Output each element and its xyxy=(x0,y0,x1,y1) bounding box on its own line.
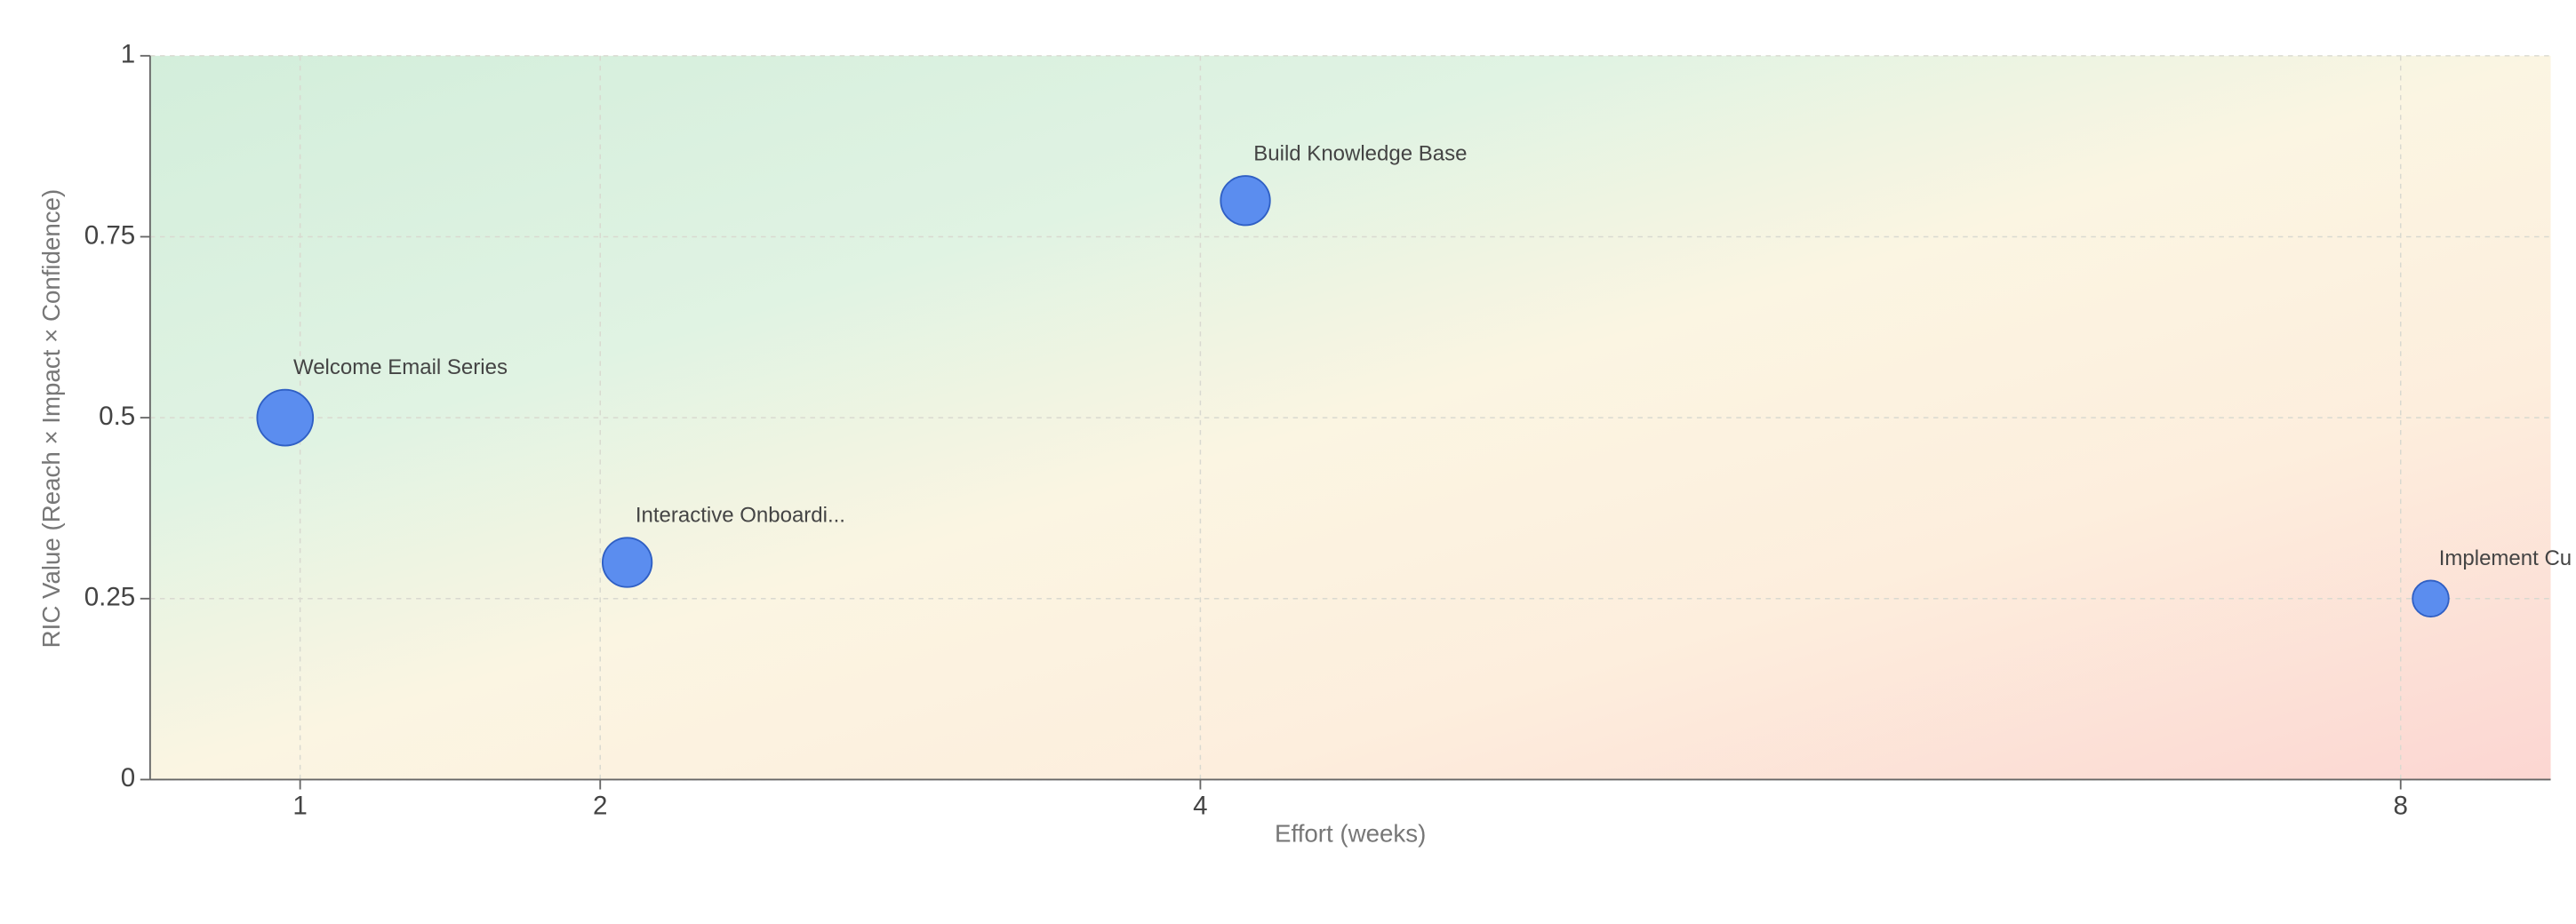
x-tick-label: 4 xyxy=(1193,792,1207,821)
marks: Welcome Email Series Interactive Onboardi… xyxy=(256,141,2572,618)
y-tick-label: 0.5 xyxy=(99,402,135,431)
bubble xyxy=(601,537,653,588)
point-label: Interactive Onboardi... xyxy=(636,504,845,528)
point-label: Welcome Email Series xyxy=(293,355,508,379)
x-tick-label: 8 xyxy=(2394,792,2408,821)
y-axis-title: RIC Value (Reach × Impact × Confidence) xyxy=(37,189,65,649)
y-tick-label: 1 xyxy=(121,40,135,69)
bubble xyxy=(2412,579,2450,618)
bubble xyxy=(1220,175,1271,227)
axes: 0 0.25 0.5 0.75 1 1 2 4 8 xyxy=(84,40,2551,821)
y-tick-label: 0.75 xyxy=(84,220,136,250)
bubble xyxy=(256,388,315,447)
y-tick-label: 0 xyxy=(121,763,135,793)
y-tick-label: 0.25 xyxy=(84,583,136,612)
x-tick-label: 2 xyxy=(593,792,607,821)
x-tick-label: 1 xyxy=(292,792,307,821)
x-axis-title: Effort (weeks) xyxy=(1275,820,1426,848)
point-label: Implement Cu xyxy=(2439,546,2572,570)
point-label: Build Knowledge Base xyxy=(1253,141,1467,165)
